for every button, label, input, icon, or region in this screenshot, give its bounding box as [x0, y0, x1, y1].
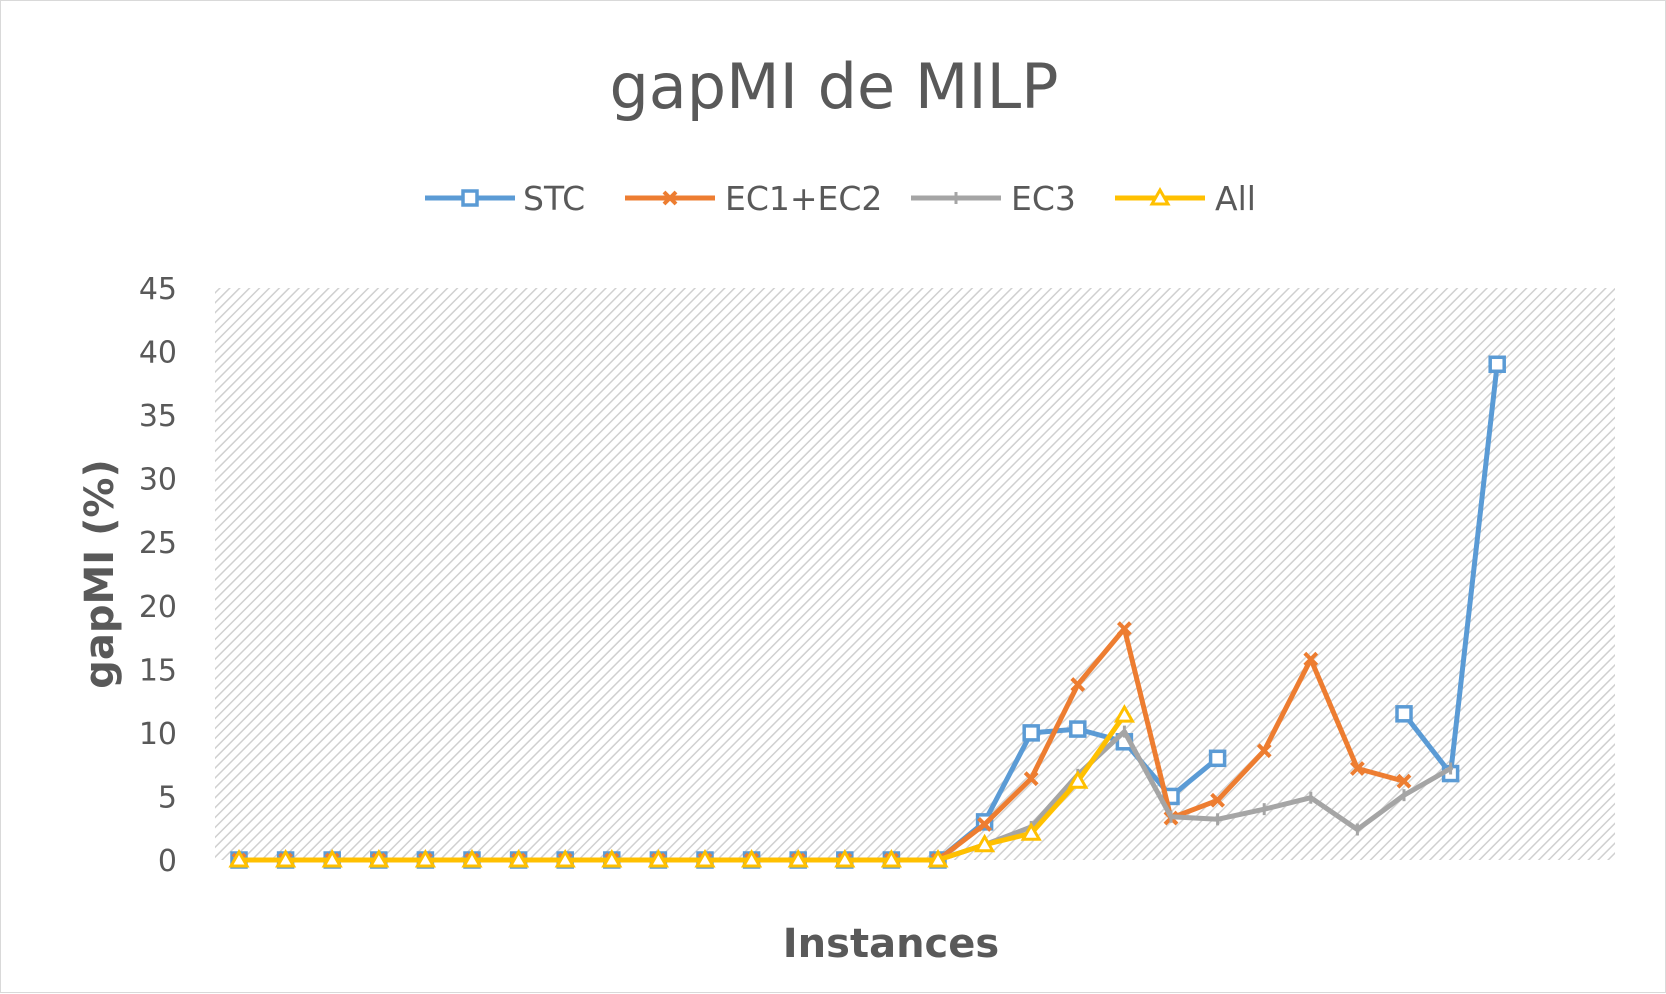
- y-tick-label-1: 5: [158, 780, 177, 815]
- y-tick-label-3: 15: [139, 653, 177, 688]
- point-0-17: [1022, 724, 1040, 742]
- x-axis-title: Instances: [783, 921, 999, 967]
- point-1-25: [1396, 773, 1412, 789]
- legend-label-0: STC: [523, 179, 585, 218]
- point-3-6: [508, 848, 530, 868]
- point-3-0: [228, 848, 250, 868]
- point-0-27: [1488, 355, 1506, 374]
- legend-label-2: EC3: [1011, 179, 1076, 218]
- point-3-17: [1020, 822, 1042, 841]
- point-3-7: [554, 848, 576, 868]
- y-tick-label-5: 25: [139, 526, 177, 561]
- y-tick-label-4: 20: [139, 590, 177, 625]
- point-1-16: [977, 816, 993, 832]
- point-3-5: [461, 848, 483, 868]
- plot-area: [215, 288, 1615, 860]
- y-tick-label-6: 30: [139, 463, 177, 498]
- point-0-18: [1069, 720, 1087, 738]
- point-1-22: [1256, 743, 1272, 759]
- legend-label-1: EC1+EC2: [725, 179, 882, 218]
- point-3-2: [321, 848, 343, 868]
- series-line-3: [236, 712, 1127, 863]
- y-tick-label-2: 10: [139, 717, 177, 752]
- point-1-19: [1116, 621, 1132, 637]
- series-3: [228, 704, 1135, 868]
- point-0-21: [1208, 749, 1227, 768]
- point-0-25: [1395, 705, 1413, 723]
- legend: STC EC1+EC2 EC3 All: [425, 179, 1256, 218]
- point-1-21: [1210, 792, 1226, 808]
- y-tick-label-7: 35: [139, 399, 177, 434]
- legend-label-3: All: [1215, 179, 1256, 218]
- legend-item-2: EC3: [911, 179, 1076, 218]
- point-1-24: [1349, 761, 1365, 776]
- point-3-10: [694, 848, 716, 868]
- point-3-14: [880, 848, 902, 868]
- point-3-19: [1113, 704, 1135, 723]
- point-3-9: [647, 848, 669, 868]
- point-3-11: [741, 848, 763, 868]
- chart-title: gapMI de MILP: [609, 50, 1058, 123]
- legend-item-3: All: [1115, 179, 1256, 218]
- legend-marker-3: [1149, 186, 1171, 206]
- point-3-13: [834, 848, 856, 868]
- point-1-23: [1303, 651, 1319, 667]
- point-3-4: [414, 848, 436, 868]
- point-3-15: [927, 848, 949, 868]
- point-3-1: [275, 848, 297, 868]
- point-3-12: [787, 848, 809, 868]
- y-tick-label-9: 45: [139, 272, 177, 307]
- legend-item-0: STC: [425, 179, 585, 218]
- point-3-3: [368, 848, 390, 868]
- series-layer: [228, 355, 1506, 869]
- y-axis: 0 5 10 15 20 25 30 35 40 45: [139, 272, 177, 879]
- point-1-17: [1023, 771, 1039, 787]
- point-1-18: [1070, 677, 1086, 693]
- legend-item-1: EC1+EC2: [625, 179, 882, 218]
- point-3-16: [974, 833, 996, 853]
- point-3-18: [1067, 770, 1089, 789]
- y-axis-title: gapMI (%): [77, 459, 123, 689]
- y-tick-label-0: 0: [158, 844, 177, 879]
- point-3-8: [601, 848, 623, 868]
- y-tick-label-8: 40: [139, 336, 177, 371]
- legend-marker-0: [461, 189, 479, 207]
- legend-marker-1: [662, 190, 678, 206]
